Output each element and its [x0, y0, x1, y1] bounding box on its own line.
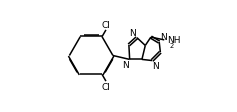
Text: N: N: [153, 62, 159, 71]
Text: N: N: [129, 29, 136, 38]
Text: N: N: [122, 60, 129, 69]
Text: NH: NH: [167, 36, 180, 44]
Text: 2: 2: [170, 42, 174, 48]
Text: Cl: Cl: [101, 82, 110, 91]
Text: Cl: Cl: [101, 21, 110, 30]
Text: N: N: [160, 33, 167, 42]
